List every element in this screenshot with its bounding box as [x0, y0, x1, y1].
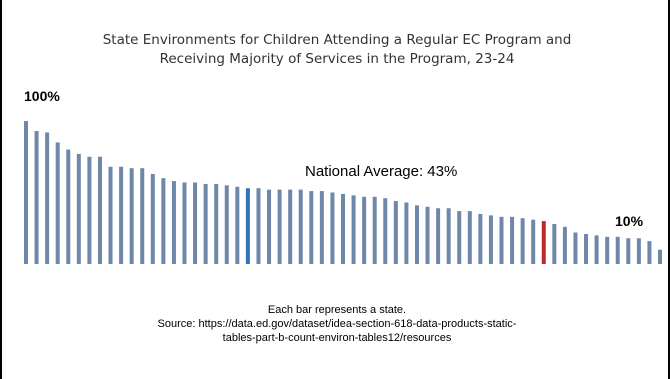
state-bar — [119, 166, 124, 264]
state-bar — [573, 232, 578, 264]
state-bar — [351, 195, 356, 264]
highlighted-state-bar — [245, 188, 250, 264]
national-average-label: National Average: 43% — [305, 163, 458, 180]
state-bar — [298, 189, 303, 264]
min-value-label: 10% — [615, 213, 644, 229]
state-bar — [66, 149, 71, 264]
state-bar — [97, 156, 102, 264]
chart-title-line-1: State Environments for Children Attendin… — [102, 32, 572, 48]
state-bar — [425, 206, 430, 264]
state-bar — [594, 235, 599, 264]
chart-note: Each bar represents a state. Source: htt… — [102, 303, 572, 345]
chart-title: State Environments for Children Attendin… — [42, 31, 632, 69]
state-bar — [520, 218, 525, 264]
state-bar — [214, 183, 219, 264]
state-bar — [150, 173, 155, 264]
state-bar — [34, 131, 39, 264]
state-bar — [404, 202, 409, 264]
state-bar — [108, 166, 113, 264]
state-bar — [467, 211, 472, 264]
state-bar — [658, 249, 662, 264]
state-bar — [256, 188, 261, 264]
state-bar — [182, 182, 187, 264]
state-bar — [488, 215, 493, 264]
state-bar — [55, 142, 60, 264]
note-line-2: Source: https://data.ed.gov/dataset/idea… — [157, 318, 517, 330]
state-bar — [309, 191, 314, 264]
state-bar — [193, 182, 198, 264]
state-bar — [457, 211, 462, 264]
state-bar — [330, 192, 335, 264]
state-bar — [615, 236, 620, 264]
state-bar — [562, 226, 567, 264]
state-bar — [288, 189, 293, 264]
state-bar — [626, 238, 631, 264]
state-bar — [319, 191, 324, 264]
state-bar — [605, 236, 610, 264]
state-bar — [140, 168, 145, 264]
state-bar — [76, 153, 81, 264]
state-bar — [478, 213, 483, 264]
state-bar — [224, 185, 229, 264]
state-bar — [341, 193, 345, 264]
state-bar — [171, 181, 176, 264]
state-bar — [24, 121, 28, 264]
state-bar — [362, 196, 367, 264]
state-bar — [436, 208, 441, 264]
state-bar — [372, 196, 377, 264]
state-bar — [414, 205, 419, 264]
state-bar — [161, 178, 166, 264]
state-bar — [277, 189, 282, 264]
highlighted-state-bar — [541, 221, 546, 264]
state-bar — [267, 189, 272, 264]
state-bar — [636, 238, 641, 264]
state-bar — [552, 223, 557, 264]
chart-title-line-2: Receiving Majority of Services in the Pr… — [159, 51, 515, 67]
state-bar — [383, 198, 388, 264]
state-bar — [203, 183, 208, 264]
state-bar — [393, 201, 398, 264]
state-bar — [446, 208, 451, 264]
state-bar — [87, 156, 92, 264]
max-value-label: 100% — [24, 88, 60, 104]
state-bar — [235, 186, 240, 264]
state-bar — [647, 241, 652, 264]
state-bar — [510, 216, 515, 264]
state-bar — [584, 233, 589, 264]
note-line-1: Each bar represents a state. — [267, 304, 407, 316]
note-line-3: tables-part-b-count-environ-tables12/res… — [222, 332, 452, 344]
state-bar — [531, 219, 536, 264]
state-bar — [129, 168, 134, 264]
state-bar — [499, 216, 504, 264]
state-bar — [45, 132, 50, 264]
